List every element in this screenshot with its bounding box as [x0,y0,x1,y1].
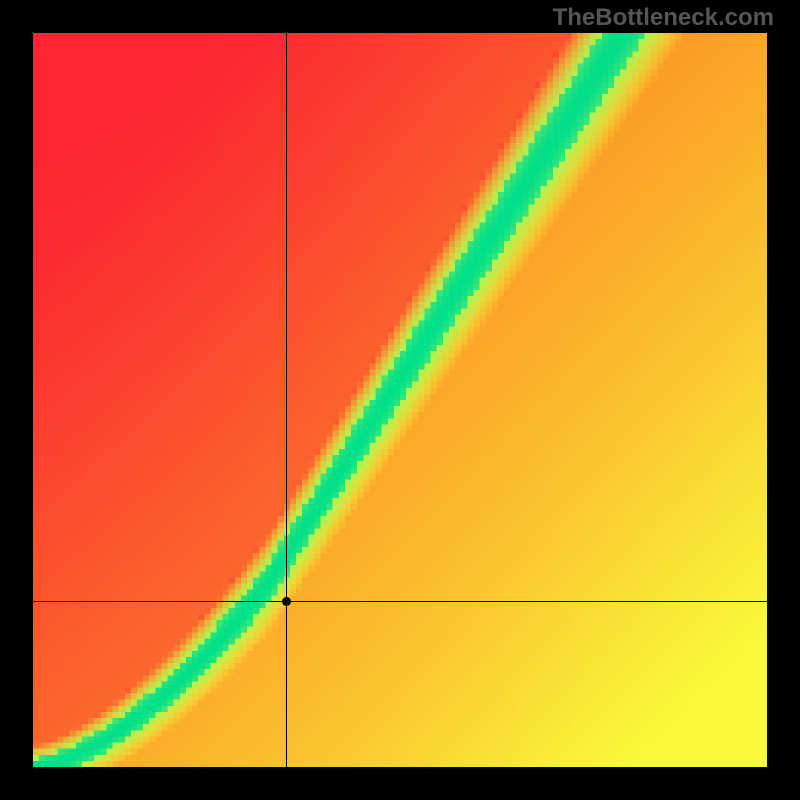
heatmap-canvas [33,33,767,767]
watermark-text: TheBottleneck.com [553,4,774,32]
chart-container: TheBottleneck.com [0,0,800,800]
crosshair-horizontal [33,601,767,602]
crosshair-vertical [286,33,287,767]
